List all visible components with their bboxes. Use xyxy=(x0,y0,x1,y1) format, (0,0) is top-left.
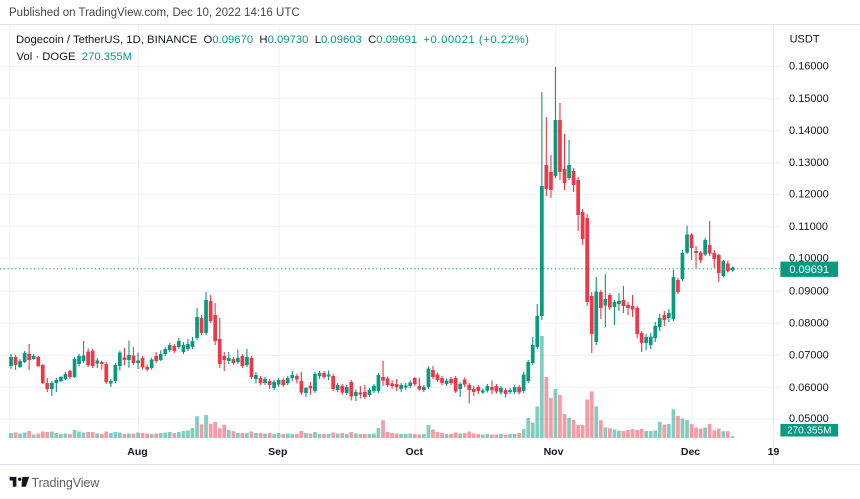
svg-text:0.09691: 0.09691 xyxy=(789,264,829,276)
svg-text:0.08000: 0.08000 xyxy=(789,318,829,330)
svg-text:Dec: Dec xyxy=(681,446,700,458)
svg-text:0.12000: 0.12000 xyxy=(789,189,829,201)
svg-text:0.05000: 0.05000 xyxy=(789,413,829,425)
svg-text:0.07000: 0.07000 xyxy=(789,350,829,362)
svg-text:0.06000: 0.06000 xyxy=(789,382,829,394)
svg-text:USDT: USDT xyxy=(790,34,820,46)
svg-text:0.15000: 0.15000 xyxy=(789,93,829,105)
svg-text:0.10000: 0.10000 xyxy=(789,253,829,265)
svg-text:0.11000: 0.11000 xyxy=(789,221,828,233)
svg-text:270.355M: 270.355M xyxy=(787,426,831,437)
svg-text:Aug: Aug xyxy=(127,446,147,458)
svg-text:0.13000: 0.13000 xyxy=(789,157,829,169)
svg-text:Nov: Nov xyxy=(544,446,564,458)
svg-text:Sep: Sep xyxy=(268,446,287,458)
svg-text:0.16000: 0.16000 xyxy=(789,61,829,73)
svg-text:0.09000: 0.09000 xyxy=(789,286,829,298)
svg-text:19: 19 xyxy=(768,446,780,458)
svg-text:Oct: Oct xyxy=(405,446,423,458)
svg-text:0.14000: 0.14000 xyxy=(789,125,829,137)
